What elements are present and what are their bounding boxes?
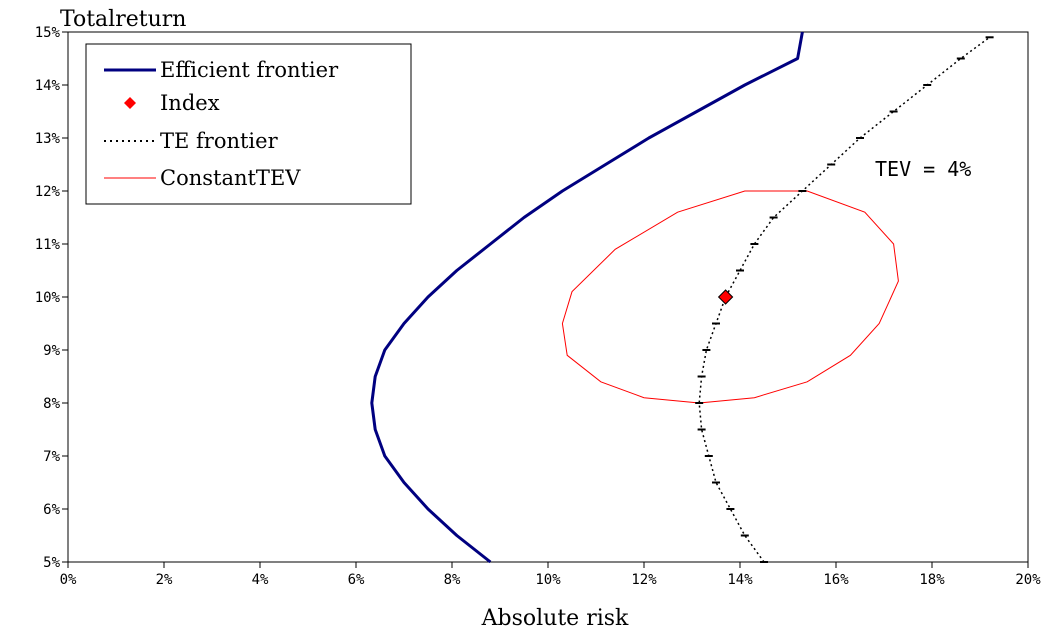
index-point: [717, 289, 734, 305]
x-tick-label: 6%: [348, 572, 365, 588]
x-tick-label: 14%: [727, 572, 753, 588]
y-tick-label: 9%: [43, 343, 60, 359]
x-tick-label: 18%: [919, 572, 945, 588]
x-tick-label: 10%: [535, 572, 561, 588]
y-tick-label: 15%: [35, 25, 61, 41]
x-tick-label: 0%: [60, 572, 77, 588]
y-tick-label: 10%: [35, 290, 61, 306]
x-tick-label: 8%: [444, 572, 461, 588]
y-tick-label: 7%: [43, 449, 60, 465]
x-axis-title: Absolute risk: [481, 606, 629, 631]
y-tick-label: 8%: [43, 396, 60, 412]
legend-efficient-frontier-label: Efficient frontier: [160, 58, 339, 82]
y-tick-label: 11%: [35, 237, 61, 253]
constant-tev-line: [561, 190, 899, 404]
x-tick-label: 20%: [1015, 572, 1041, 588]
legend: Efficient frontier Index TE frontier Con…: [85, 43, 412, 205]
te-frontier-line: [698, 36, 991, 563]
y-tick-label: 5%: [43, 555, 60, 571]
x-tick-label: 2%: [156, 572, 173, 588]
y-tick-label: 13%: [35, 131, 61, 147]
x-tick-label: 16%: [823, 572, 849, 588]
y-axis-title: Totalreturn: [60, 7, 186, 32]
legend-constant-tev-label: ConstantTEV: [160, 166, 301, 190]
tev-annotation: TEV = 4%: [875, 157, 971, 181]
legend-index-label: Index: [160, 91, 220, 115]
y-tick-label: 6%: [43, 502, 60, 518]
y-tick-label: 14%: [35, 78, 61, 94]
x-tick-label: 4%: [252, 572, 269, 588]
legend-te-frontier-label: TE frontier: [160, 129, 279, 153]
series-layer: [370, 31, 994, 564]
x-axis: 0% 2% 4% 6% 8% 10% 12% 14% 16% 18% 20%: [60, 562, 1041, 588]
x-tick-label: 12%: [631, 572, 657, 588]
efficient-frontier-line: [370, 31, 804, 564]
y-axis: 5% 6% 7% 8% 9% 10% 11% 12% 13% 14% 15%: [35, 25, 68, 571]
y-tick-label: 12%: [35, 184, 61, 200]
legend-index-swatch: [124, 97, 136, 109]
